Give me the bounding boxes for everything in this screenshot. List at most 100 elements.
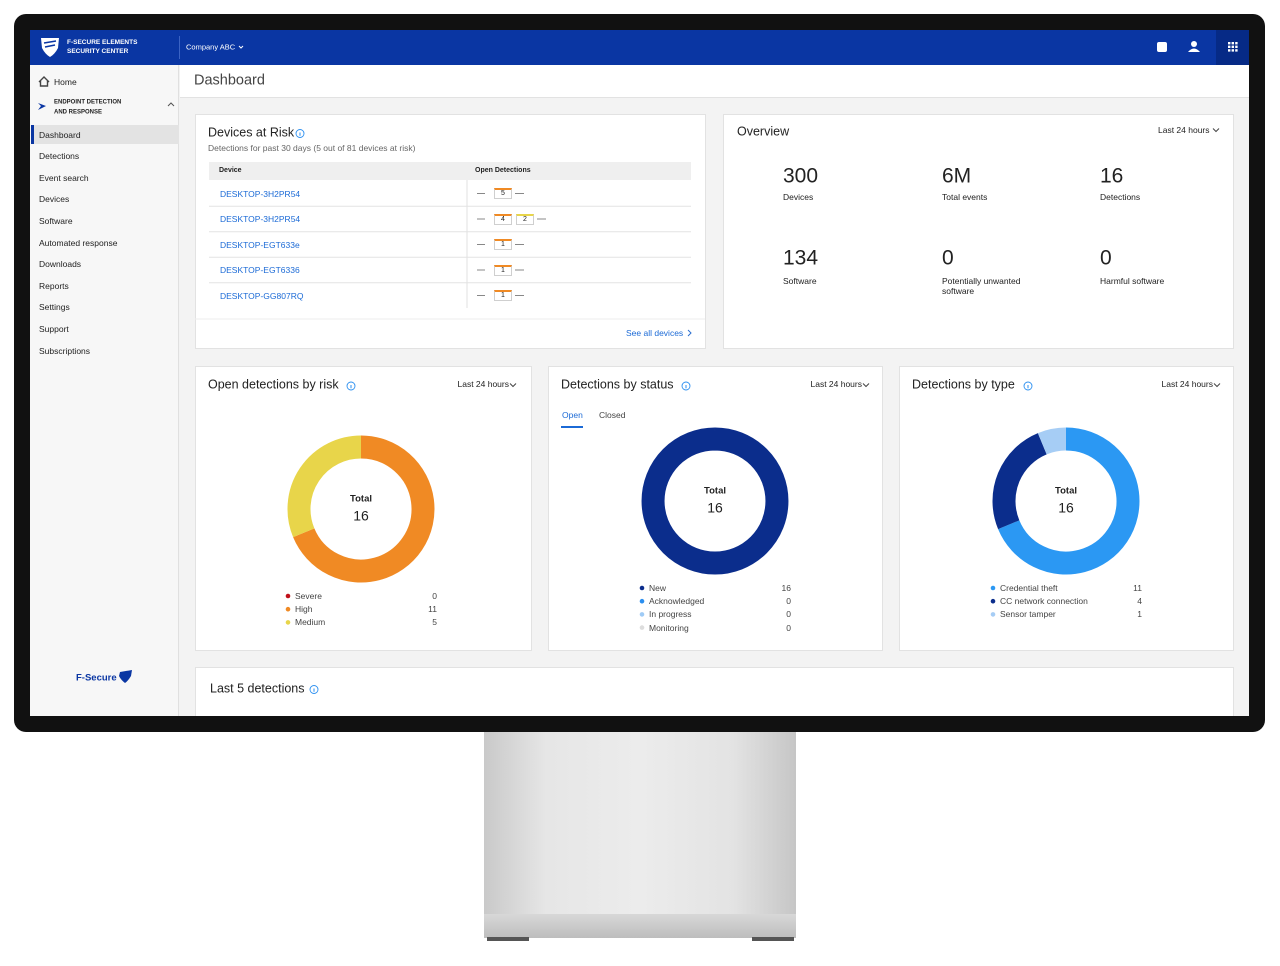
donut-center-label: Total [350, 493, 372, 505]
stat-label: Total events [942, 192, 988, 202]
device-link[interactable]: DESKTOP-3H2PR54 [220, 188, 301, 199]
last-detections-card [195, 667, 1234, 716]
stat-value: 6M [942, 164, 972, 188]
donut-segment [998, 427, 1140, 575]
stat-label: Harmful software [1100, 276, 1165, 286]
info-icon [681, 381, 691, 391]
chevron [687, 329, 692, 337]
count-badge [494, 213, 512, 225]
stat-label: Devices [783, 192, 814, 202]
apps-dot [1235, 49, 1238, 52]
nav-item[interactable]: Automated response [39, 237, 118, 248]
chevron [1212, 128, 1220, 133]
company-selector[interactable]: Company ABC [186, 42, 236, 52]
nav-item[interactable]: Reports [39, 280, 69, 291]
tab[interactable]: Open [562, 409, 583, 420]
stat-value: 0 [1100, 246, 1112, 270]
legend-dot [990, 598, 996, 604]
chart-title: Open detections by risk [208, 377, 339, 392]
apps-dot [1235, 45, 1238, 48]
device-link[interactable]: DESKTOP-EGT6336 [220, 264, 300, 275]
nav-item[interactable]: Devices [39, 194, 70, 205]
card-title: Last 5 detections [210, 681, 305, 696]
nav-item[interactable]: Home [54, 76, 77, 87]
tab[interactable]: Closed [599, 409, 626, 420]
count-value: 1 [501, 291, 505, 299]
donut-segment [992, 433, 1048, 530]
donut-total: 16 [353, 507, 369, 524]
card-title: Overview [737, 124, 790, 139]
donut-segment [641, 427, 789, 575]
device-link[interactable]: DESKTOP-3H2PR54 [220, 213, 301, 224]
legend-label: Acknowledged [649, 596, 705, 607]
card-title: Devices at Risk [208, 125, 295, 140]
edr-icon [38, 103, 46, 110]
monitor-foot [487, 937, 529, 941]
legend-label: New [649, 582, 667, 593]
donut-segment [287, 435, 362, 538]
brand-logo [41, 38, 59, 57]
period-selector[interactable]: Last 24 hours [810, 378, 862, 389]
legend-dot [285, 620, 291, 625]
legend-label: Medium [295, 617, 326, 628]
period-selector[interactable]: Last 24 hours [457, 378, 509, 389]
apps-dot [1231, 45, 1234, 48]
legend-dot [990, 585, 996, 591]
stat-value: 300 [783, 164, 819, 188]
overview-card [723, 114, 1234, 349]
nav-item[interactable]: Software [39, 215, 73, 226]
period-selector[interactable]: Last 24 hours [1161, 378, 1213, 389]
chart-card [548, 366, 883, 651]
legend-value: 0 [786, 622, 791, 633]
legend-value: 5 [432, 617, 437, 628]
nav-item[interactable]: Dashboard [39, 129, 81, 140]
user-icon[interactable] [1191, 41, 1197, 47]
legend-label: In progress [649, 609, 692, 620]
nav-item[interactable]: Event search [39, 172, 89, 183]
device-link[interactable]: DESKTOP-EGT633e [220, 239, 300, 250]
legend-value: 16 [781, 582, 791, 593]
user-icon-body [1188, 48, 1200, 52]
donut-center-label: Total [704, 485, 726, 497]
nav-item[interactable]: Subscriptions [39, 345, 91, 356]
chart-card [195, 366, 532, 651]
legend-dot [639, 585, 645, 591]
stat-value: 134 [783, 246, 819, 270]
legend-label: High [295, 604, 313, 615]
device-link[interactable]: DESKTOP-GG807RQ [220, 290, 304, 301]
see-all-link[interactable]: See all devices [626, 327, 684, 338]
legend-dot [639, 598, 645, 604]
donut-segment [1037, 427, 1067, 455]
stat-value: 16 [1100, 164, 1124, 188]
help-icon[interactable] [1157, 42, 1167, 52]
apps-dot [1228, 42, 1231, 45]
chart-card [899, 366, 1234, 651]
monitor-foot [752, 937, 794, 941]
donut-total: 16 [707, 499, 723, 516]
card-subtitle: Detections for past 30 days (5 out of 81… [208, 142, 416, 153]
chevron [1213, 383, 1221, 388]
table-header [209, 162, 691, 180]
footer-logo-shield [119, 670, 132, 683]
donut-center-label: Total [1055, 485, 1077, 497]
collapse-icon[interactable] [167, 102, 175, 107]
nav-item[interactable]: Support [39, 323, 69, 334]
donut-segment [293, 435, 435, 583]
nav-section: ENDPOINT DETECTION [54, 99, 122, 106]
chevron [509, 383, 517, 388]
chevron [238, 45, 244, 49]
stat-value: 0 [942, 246, 954, 270]
legend-label: Sensor tamper [1000, 609, 1056, 620]
period-selector[interactable]: Last 24 hours [1158, 124, 1210, 135]
info-icon [346, 381, 356, 391]
home-icon [38, 76, 50, 87]
legend-dot [285, 606, 291, 612]
brand-name: SECURITY CENTER [67, 48, 129, 56]
legend-label: Credential theft [1000, 582, 1058, 593]
nav-item[interactable]: Downloads [39, 259, 82, 269]
brand-logo-stripes [43, 40, 57, 48]
sidebar [30, 65, 179, 716]
nav-item[interactable]: Settings [39, 302, 70, 313]
nav-item[interactable]: Detections [39, 151, 80, 161]
